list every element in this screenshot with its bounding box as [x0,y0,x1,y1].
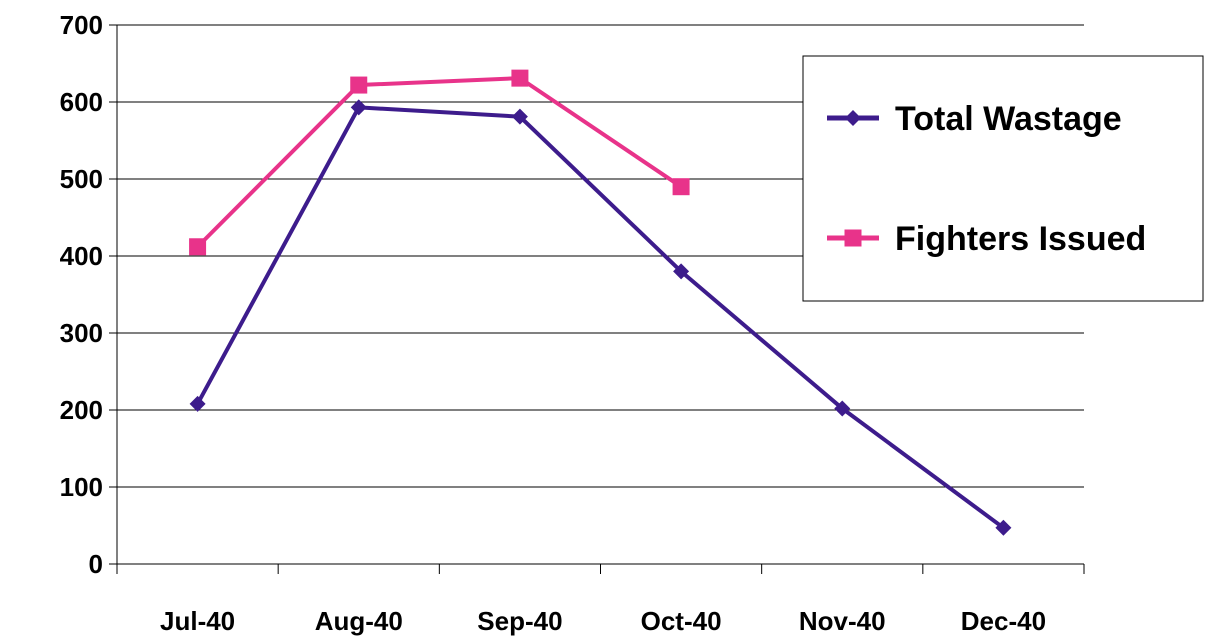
legend-item: Fighters Issued [827,220,1146,258]
data-point [189,238,207,256]
x-tick-labels: Jul-40 Aug-40 Sep-40 Oct-40 Nov-40 Dec-40 [160,606,1046,636]
data-point [672,178,690,196]
legend: Total Wastage Fighters Issued [802,55,1204,302]
series-line [195,105,1005,530]
series-fighters-issued [189,69,690,256]
legend-box [802,55,1204,302]
y-tick-label: 500 [60,164,103,194]
data-point [350,76,368,94]
y-tick-label: 400 [60,241,103,271]
y-tick-label: 100 [60,472,103,502]
y-tick-label: 700 [60,10,103,40]
y-tick-label: 600 [60,87,103,117]
legend-item: Total Wastage [827,100,1122,138]
x-tick-label: Nov-40 [799,606,886,636]
series-total-wastage [189,99,1012,536]
data-point [511,108,528,125]
data-point [673,263,690,280]
legend-marker [845,110,861,126]
legend-items: Total Wastage Fighters Issued [827,100,1146,258]
data-point [511,69,529,87]
x-tick-label: Dec-40 [961,606,1046,636]
axes [109,24,1085,574]
data-point [350,99,367,116]
legend-label: Fighters Issued [895,220,1146,258]
data-point [995,519,1012,536]
data-point [189,395,206,412]
x-tick-label: Jul-40 [160,606,235,636]
legend-marker [844,229,862,247]
legend-label: Total Wastage [895,100,1122,138]
series-line [196,76,683,249]
x-tick-label: Sep-40 [477,606,562,636]
y-tick-label: 200 [60,395,103,425]
x-tick-label: Aug-40 [315,606,403,636]
y-tick-label: 0 [89,549,103,579]
series-layer [189,69,1012,536]
y-tick-labels: 0 100 200 300 400 500 600 700 [60,10,103,579]
x-tick-label: Oct-40 [641,606,722,636]
data-point [834,400,851,417]
y-tick-label: 300 [60,318,103,348]
